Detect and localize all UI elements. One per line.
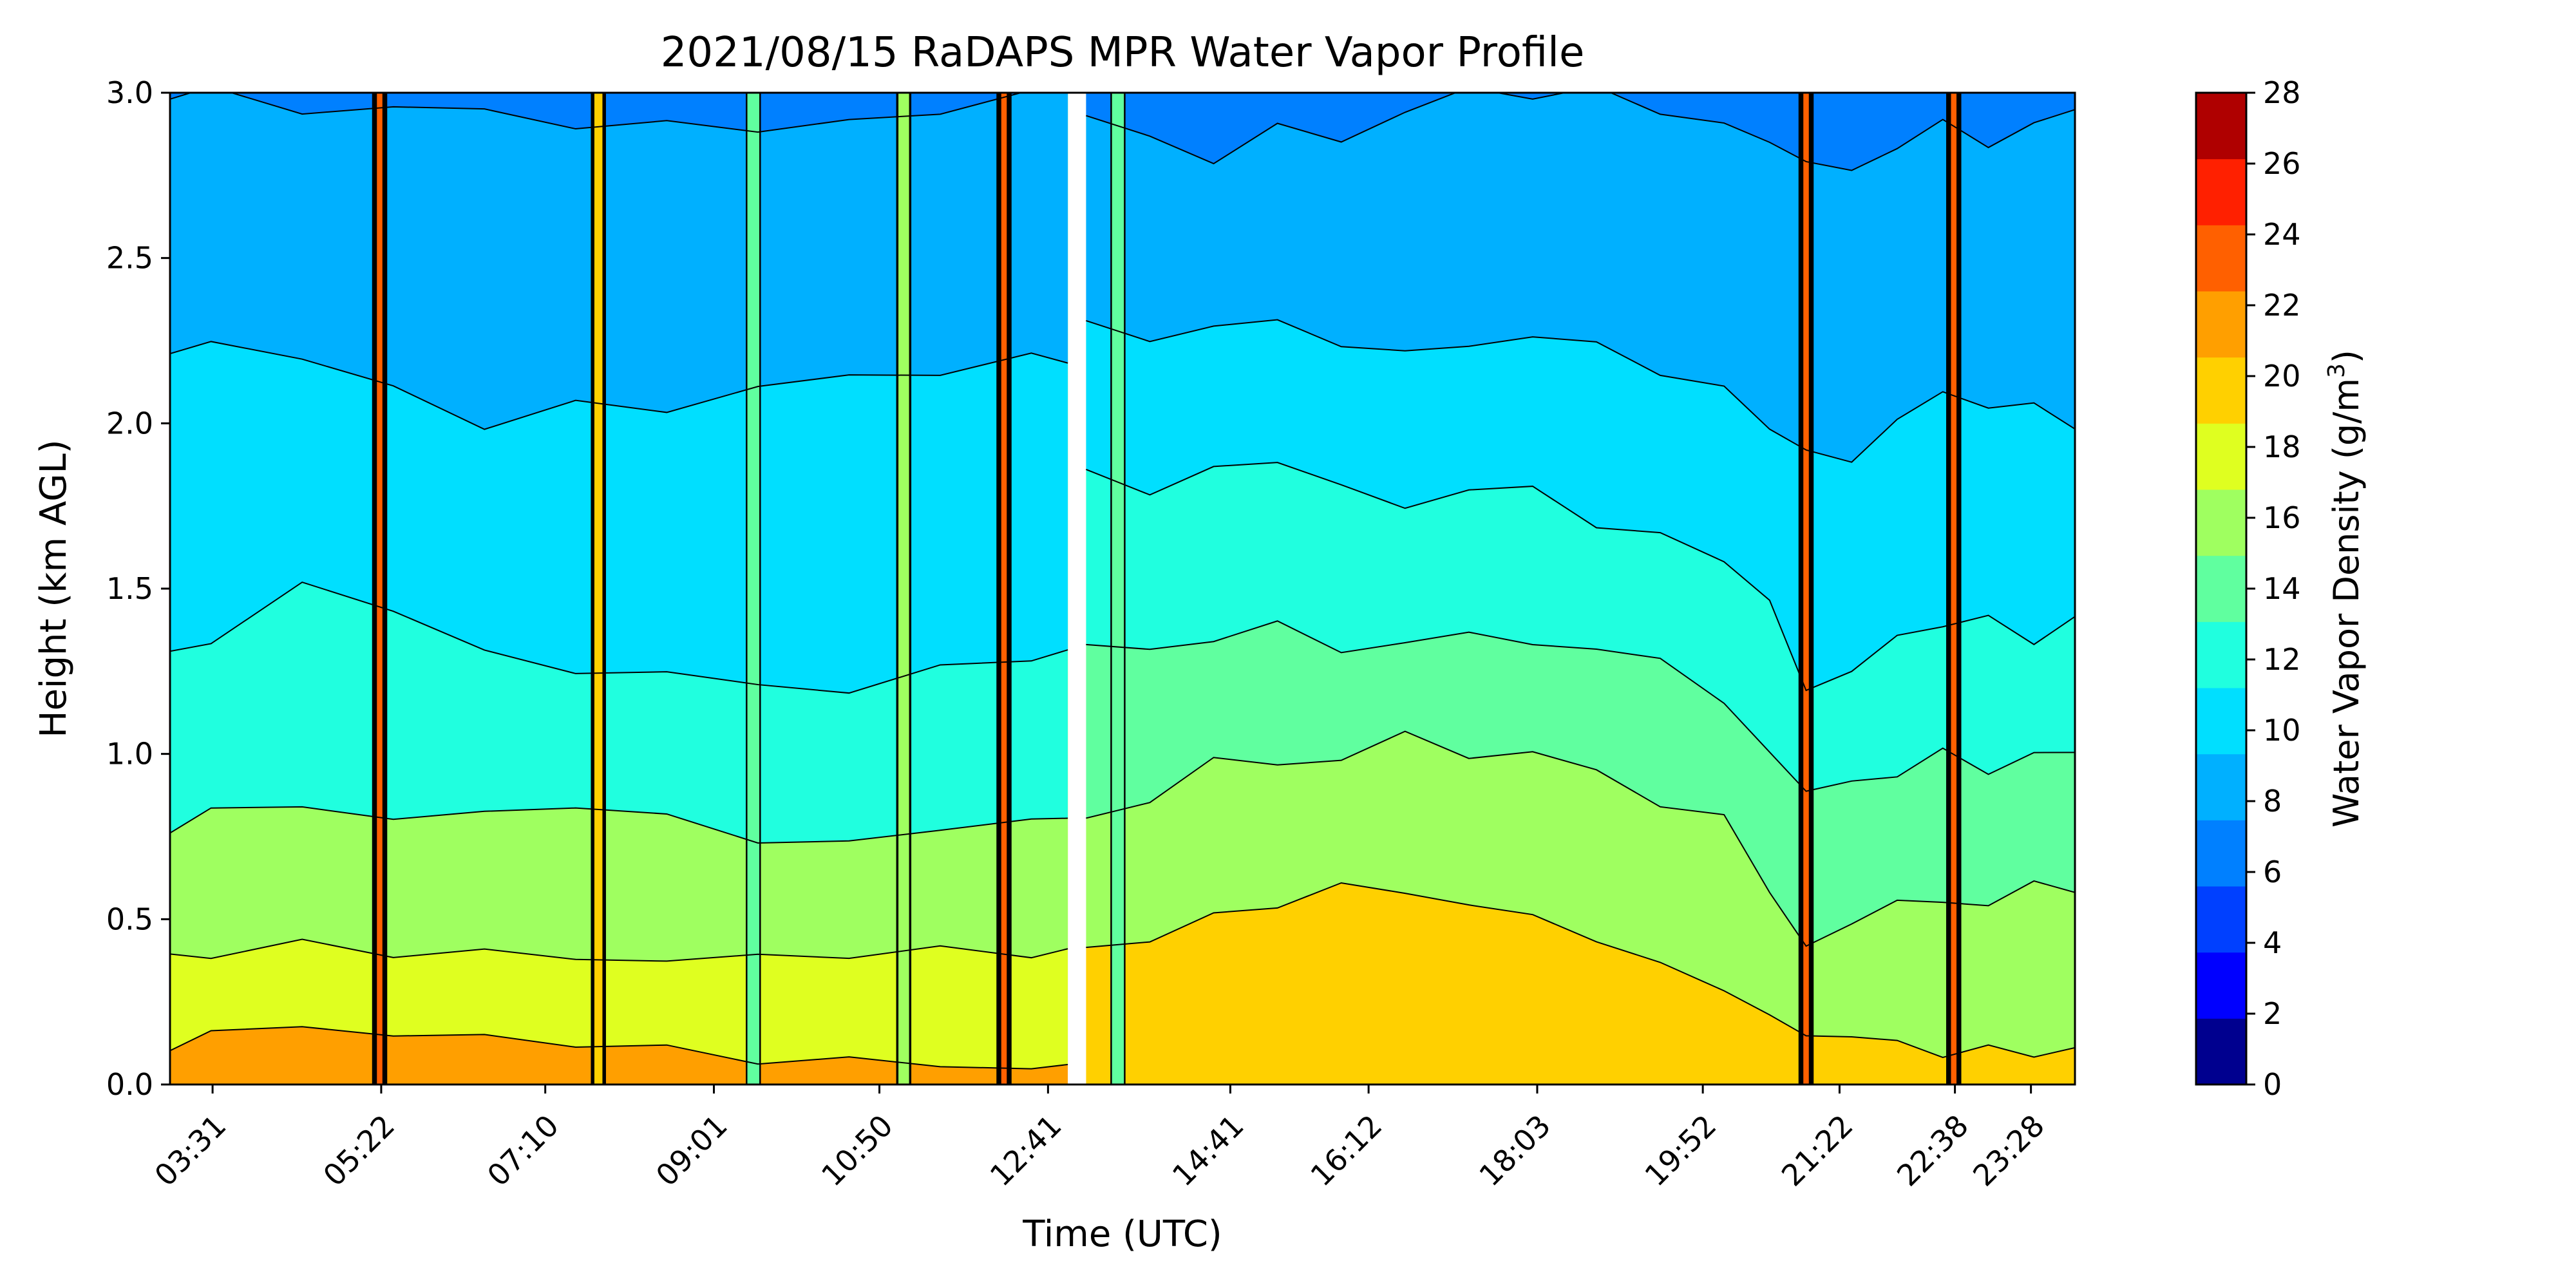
colorbar-tick-label: 28 (2263, 75, 2301, 110)
plot-area (169, 91, 2076, 1086)
x-tick-label: 10:50 (815, 1108, 900, 1193)
colorbar-tick-label: 10 (2263, 713, 2301, 748)
colorbar-swatch (2196, 357, 2246, 424)
spike-0-level-6 (375, 93, 384, 1084)
x-tick-label: 14:41 (1166, 1108, 1251, 1193)
spike-6-level-6 (1802, 93, 1810, 1084)
x-tick-label: 18:03 (1472, 1108, 1557, 1193)
early-band-8 (170, 93, 1068, 133)
colorbar-swatch (2196, 291, 2246, 358)
y-tick-label: 0.0 (106, 1067, 153, 1102)
contour-fills (170, 93, 2075, 1084)
colorbar-swatch (2196, 555, 2246, 622)
colorbar-tick-label: 2 (2263, 996, 2282, 1031)
colorbar-swatch (2196, 158, 2246, 225)
x-tick-label: 21:22 (1775, 1108, 1860, 1193)
colorbar-tick-label: 22 (2263, 288, 2301, 323)
spike-7-level-6 (1950, 93, 1958, 1084)
day-contour-12 (1086, 462, 2075, 692)
early-contour-12 (170, 581, 1068, 694)
colorbar-swatch (2196, 621, 2246, 688)
spike-4-level-6 (1000, 93, 1008, 1084)
day-contour-10 (1086, 319, 2075, 463)
colorbar-label-close: ) (2326, 350, 2367, 363)
day-contour-16 (1086, 730, 2075, 947)
y-tick-label: 0.5 (106, 902, 153, 936)
colorbar-tick-label: 20 (2263, 359, 2301, 393)
colorbar-tick-label: 12 (2263, 642, 2301, 677)
y-tick-label: 2.5 (106, 241, 153, 276)
day-contour-8 (1086, 93, 2075, 171)
x-tick-label: 19:52 (1638, 1108, 1723, 1193)
y-axis: 0.0 0.5 1.0 1.5 2.0 2.5 3.0 (106, 75, 170, 1102)
chart-title: 2021/08/15 RaDAPS MPR Water Vapor Profil… (661, 29, 1585, 77)
colorbar-tick-label: 6 (2263, 855, 2282, 889)
day-band-10 (1086, 93, 2075, 462)
colorbar-label-sup: 3 (2324, 363, 2350, 378)
y-tick-label: 3.0 (106, 75, 153, 110)
colorbar-tick-label: 14 (2263, 571, 2301, 606)
x-axis: 03:31 05:22 07:10 09:01 10:50 12:41 14:41 16:12… (147, 1084, 2051, 1193)
colorbar-swatch (2196, 225, 2246, 292)
x-tick-label: 16:12 (1304, 1108, 1389, 1193)
early-band-10 (170, 93, 1068, 430)
y-tick-label: 2.0 (106, 406, 153, 440)
colorbar-tick-label: 0 (2263, 1067, 2282, 1102)
colorbar-tick-label: 16 (2263, 500, 2301, 535)
spike-5-level-1 (1111, 93, 1125, 1084)
spike-1-level-4 (593, 93, 603, 1084)
y-tick-label: 1.0 (106, 737, 153, 772)
colorbar-swatch (2196, 423, 2246, 490)
x-tick-label: 09:01 (649, 1108, 734, 1193)
x-tick-label: 12:41 (983, 1108, 1068, 1193)
x-tick-label: 07:10 (480, 1108, 565, 1193)
colorbar-label: Water Vapor Density (g/m3) (2324, 350, 2367, 828)
data-gap (1072, 93, 1086, 1084)
colorbar-swatch (2196, 952, 2246, 1019)
early-contour-18 (170, 938, 1068, 962)
colorbar-tick-label: 24 (2263, 217, 2301, 252)
day-contour-14 (1086, 620, 2075, 792)
colorbar-swatch (2196, 886, 2246, 953)
colorbar-swatch (2196, 753, 2246, 820)
early-contour-10 (170, 341, 1068, 430)
colorbar-swatch (2196, 820, 2246, 887)
colorbar-tick-label: 26 (2263, 146, 2301, 181)
x-axis-label: Time (UTC) (1022, 1213, 1222, 1255)
early-contour-8 (170, 93, 1068, 133)
colorbar-swatch (2196, 1018, 2246, 1085)
colorbar-tick-label: 18 (2263, 430, 2301, 464)
colorbar-swatch (2196, 489, 2246, 556)
x-tick-label: 05:22 (316, 1108, 401, 1193)
early-contour-20 (170, 1026, 1068, 1070)
spike-2-level-1 (746, 93, 761, 1084)
x-tick-label: 23:28 (1966, 1108, 2051, 1193)
x-tick-label: 03:31 (147, 1108, 232, 1193)
day-contour-18 (1086, 882, 2075, 1058)
colorbar-tick-label: 4 (2263, 925, 2282, 960)
y-axis-label: Height (km AGL) (33, 439, 75, 737)
day-band-8 (1086, 93, 2075, 171)
y-tick-label: 1.5 (106, 571, 153, 606)
colorbar-swatch (2196, 688, 2246, 755)
colorbar-label-main: Water Vapor Density (g/m (2326, 378, 2367, 828)
contour-lines (170, 93, 2075, 1070)
colorbar-swatch (2196, 93, 2246, 160)
colorbar-tick-label: 8 (2263, 784, 2282, 819)
early-contour-14 (170, 806, 1068, 844)
spike-3-level-2 (897, 93, 911, 1084)
x-tick-label: 22:38 (1890, 1108, 1975, 1193)
